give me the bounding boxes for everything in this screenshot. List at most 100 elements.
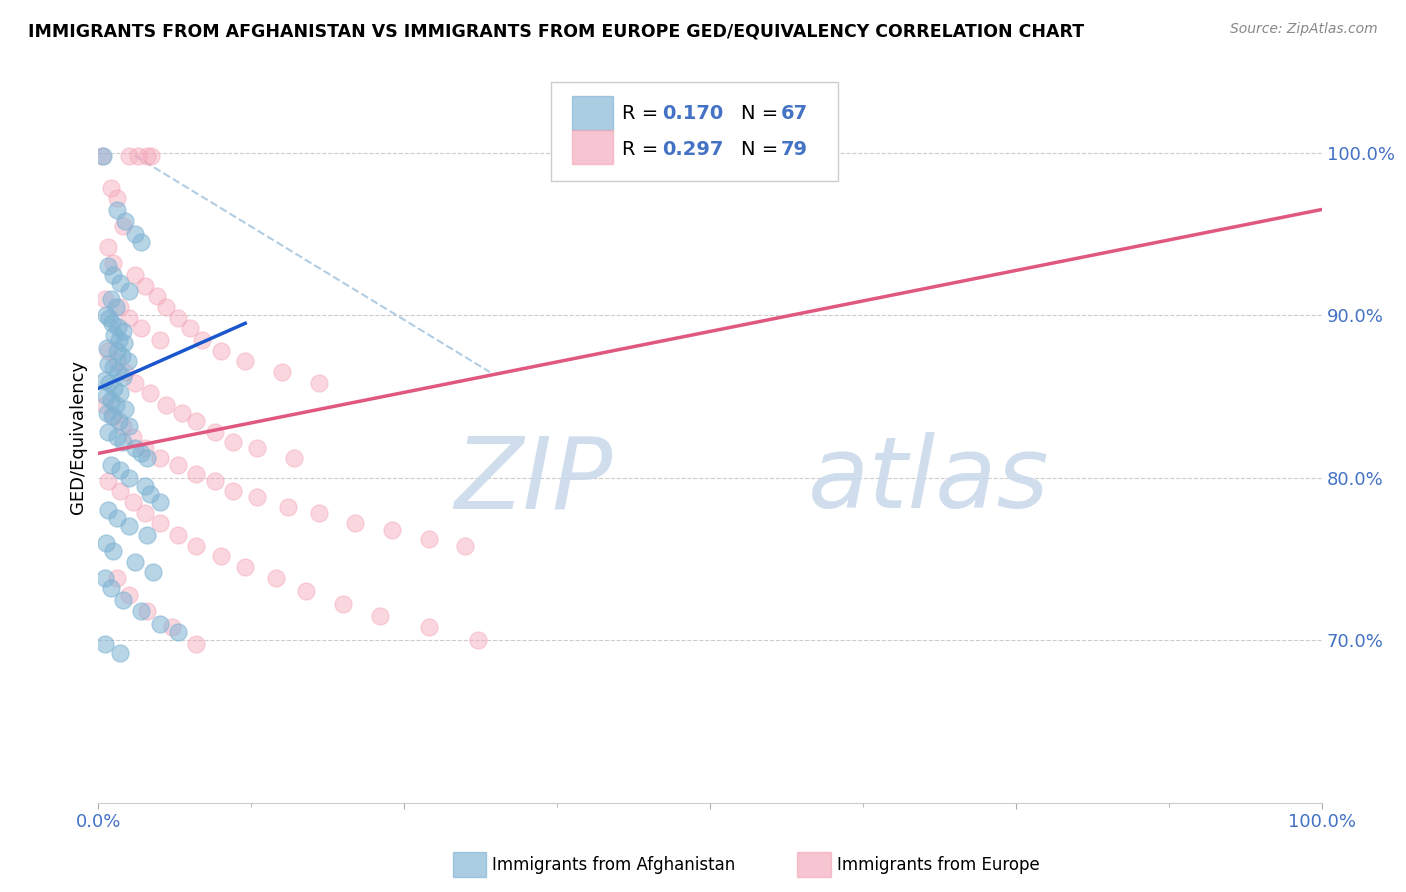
Point — [204, 474, 226, 488]
Point — [344, 516, 367, 531]
Point — [283, 451, 305, 466]
Point — [149, 617, 172, 632]
Point — [93, 373, 115, 387]
Text: Immigrants from Europe: Immigrants from Europe — [837, 856, 1039, 874]
Point — [97, 260, 120, 274]
Point — [110, 276, 132, 290]
Point — [136, 451, 159, 466]
Point — [108, 333, 131, 347]
Point — [97, 240, 120, 254]
Point — [186, 539, 208, 553]
Point — [100, 292, 122, 306]
Point — [105, 353, 128, 368]
Text: 0.297: 0.297 — [662, 140, 724, 159]
Point — [111, 349, 134, 363]
Point — [167, 625, 190, 640]
Point — [101, 409, 124, 423]
Point — [186, 414, 208, 428]
Point — [97, 357, 120, 371]
Point — [118, 588, 141, 602]
Point — [101, 360, 124, 375]
Point — [270, 365, 294, 379]
Point — [111, 325, 134, 339]
Text: 0.170: 0.170 — [662, 103, 724, 122]
Text: N =: N = — [741, 140, 785, 159]
Point — [94, 308, 117, 322]
Point — [233, 353, 256, 368]
Point — [139, 487, 162, 501]
Point — [134, 442, 156, 456]
Point — [222, 434, 245, 449]
Point — [110, 386, 132, 401]
Point — [134, 479, 156, 493]
Point — [149, 451, 172, 466]
Point — [100, 392, 122, 407]
Point — [149, 333, 172, 347]
Point — [467, 633, 489, 648]
Point — [104, 300, 127, 314]
Point — [308, 507, 330, 521]
Point — [93, 398, 115, 412]
Point — [117, 353, 139, 368]
Point — [110, 483, 132, 498]
Point — [93, 292, 115, 306]
Point — [170, 406, 193, 420]
Text: atlas: atlas — [808, 433, 1049, 530]
Point — [124, 376, 146, 391]
Point — [222, 483, 245, 498]
Text: 67: 67 — [780, 103, 808, 122]
Point — [114, 365, 136, 379]
Point — [246, 442, 269, 456]
Point — [110, 462, 132, 476]
Point — [167, 311, 190, 326]
Point — [118, 418, 141, 433]
Point — [699, 149, 721, 163]
Point — [121, 495, 143, 509]
Point — [96, 406, 118, 420]
Point — [129, 446, 152, 460]
Point — [101, 268, 124, 282]
Point — [107, 319, 129, 334]
FancyBboxPatch shape — [572, 96, 613, 130]
Point — [124, 227, 146, 241]
Point — [139, 149, 162, 163]
Point — [118, 471, 141, 485]
Point — [101, 316, 124, 330]
Point — [246, 490, 269, 504]
Text: ZIP: ZIP — [454, 433, 612, 530]
Point — [94, 535, 117, 549]
Text: Immigrants from Afghanistan: Immigrants from Afghanistan — [492, 856, 735, 874]
Point — [105, 191, 128, 205]
Point — [146, 288, 169, 302]
Point — [264, 572, 287, 586]
Point — [112, 335, 135, 350]
Point — [104, 398, 127, 412]
Point — [100, 458, 122, 472]
Point — [295, 584, 318, 599]
Point — [308, 376, 330, 391]
Point — [111, 219, 134, 233]
Point — [103, 327, 125, 342]
Point — [118, 519, 141, 533]
Point — [114, 402, 136, 417]
Point — [97, 343, 120, 358]
Point — [209, 343, 232, 358]
Point — [139, 386, 162, 401]
Point — [136, 149, 159, 163]
Point — [97, 425, 120, 440]
Point — [454, 539, 477, 553]
Point — [233, 560, 256, 574]
FancyBboxPatch shape — [551, 82, 838, 181]
Point — [155, 398, 177, 412]
Text: R =: R = — [621, 140, 665, 159]
Point — [124, 268, 146, 282]
Point — [418, 533, 440, 547]
Point — [149, 495, 172, 509]
Point — [114, 214, 136, 228]
Point — [381, 523, 404, 537]
Point — [136, 527, 159, 541]
Point — [127, 149, 149, 163]
Text: IMMIGRANTS FROM AFGHANISTAN VS IMMIGRANTS FROM EUROPE GED/EQUIVALENCY CORRELATIO: IMMIGRANTS FROM AFGHANISTAN VS IMMIGRANT… — [28, 22, 1084, 40]
Point — [160, 620, 183, 634]
Point — [186, 636, 208, 650]
